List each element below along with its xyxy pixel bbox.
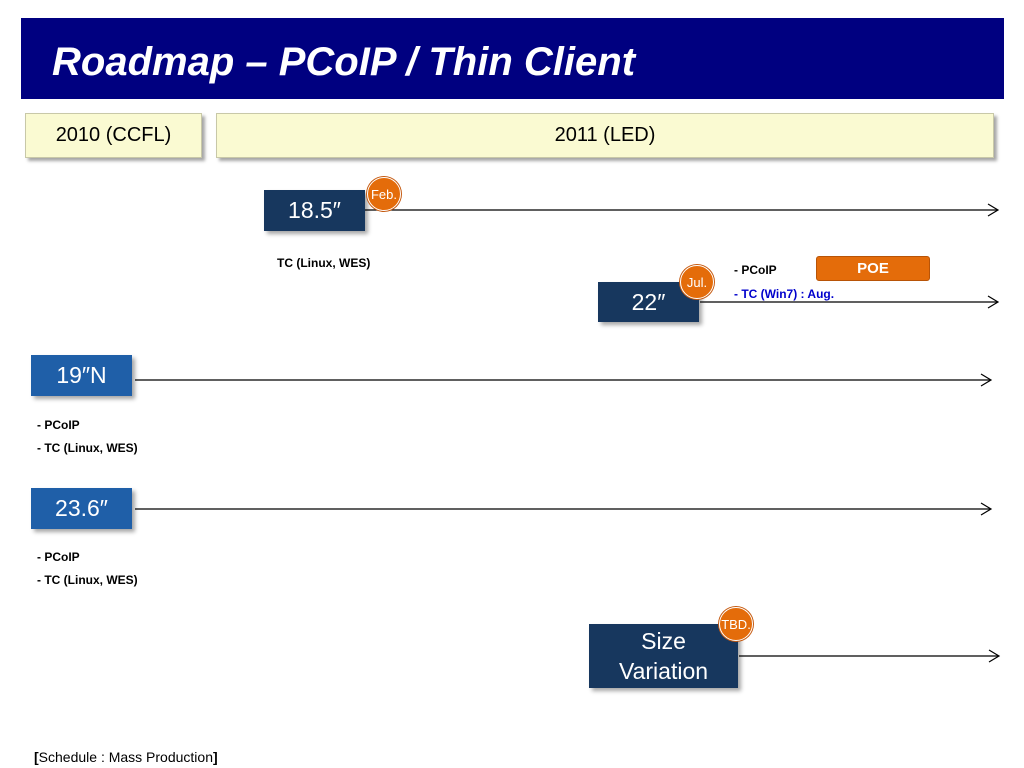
arrowhead-22 [987, 295, 1000, 309]
note-23-6-tc: - TC (Linux, WES) [37, 573, 138, 587]
badge-jul: Jul. [680, 265, 714, 299]
footer-bracket-close: ] [213, 749, 218, 765]
note-19n-pcoip: - PCoIP [37, 418, 80, 432]
arrowhead-size-variation [988, 649, 1001, 663]
note-19n-tc: - TC (Linux, WES) [37, 441, 138, 455]
model-size-variation-box: Size Variation [589, 624, 738, 688]
badge-feb: Feb. [367, 177, 401, 211]
year-2011-header: 2011 (LED) [216, 113, 994, 158]
badge-feb-label: Feb. [370, 186, 397, 202]
note-18-5-tc: TC (Linux, WES) [277, 256, 371, 270]
model-23-6-label: 23.6″ [55, 495, 108, 521]
year-2010-header: 2010 (CCFL) [25, 113, 202, 158]
model-18-5-label: 18.5″ [288, 197, 341, 223]
note-22-tc: - TC (Win7) : Aug. [734, 287, 835, 301]
model-23-6-box: 23.6″ [31, 488, 132, 529]
title-bar [21, 18, 1004, 99]
year-2011-label: 2011 (LED) [554, 124, 656, 146]
arrowhead-23-6 [980, 502, 993, 516]
model-19n-box: 19″N [31, 355, 132, 396]
poe-tag-label: POE [857, 260, 889, 277]
page-title: Roadmap – PCoIP / Thin Client [52, 40, 636, 84]
model-18-5-box: 18.5″ [264, 190, 365, 231]
footer-bracket-open: [ [34, 749, 39, 765]
footer-note: [Schedule : Mass Production] [34, 749, 218, 765]
year-2010-label: 2010 (CCFL) [55, 124, 172, 146]
model-size-variation-line1: Size [641, 628, 686, 654]
badge-jul-label: Jul. [686, 274, 708, 290]
model-19n-label: 19″N [56, 362, 107, 388]
arrowhead-19n [980, 373, 993, 387]
arrowhead-18-5 [987, 203, 1000, 217]
model-size-variation-line2: Variation [618, 658, 709, 684]
model-22-label: 22″ [631, 288, 666, 315]
badge-tbd: TBD. [719, 607, 753, 641]
note-23-6-pcoip: - PCoIP [37, 550, 80, 564]
note-22-pcoip: - PCoIP [734, 263, 777, 277]
footer-text: Schedule : Mass Production [38, 749, 213, 765]
badge-tbd-label: TBD. [721, 616, 751, 632]
poe-tag: POE [816, 256, 930, 281]
